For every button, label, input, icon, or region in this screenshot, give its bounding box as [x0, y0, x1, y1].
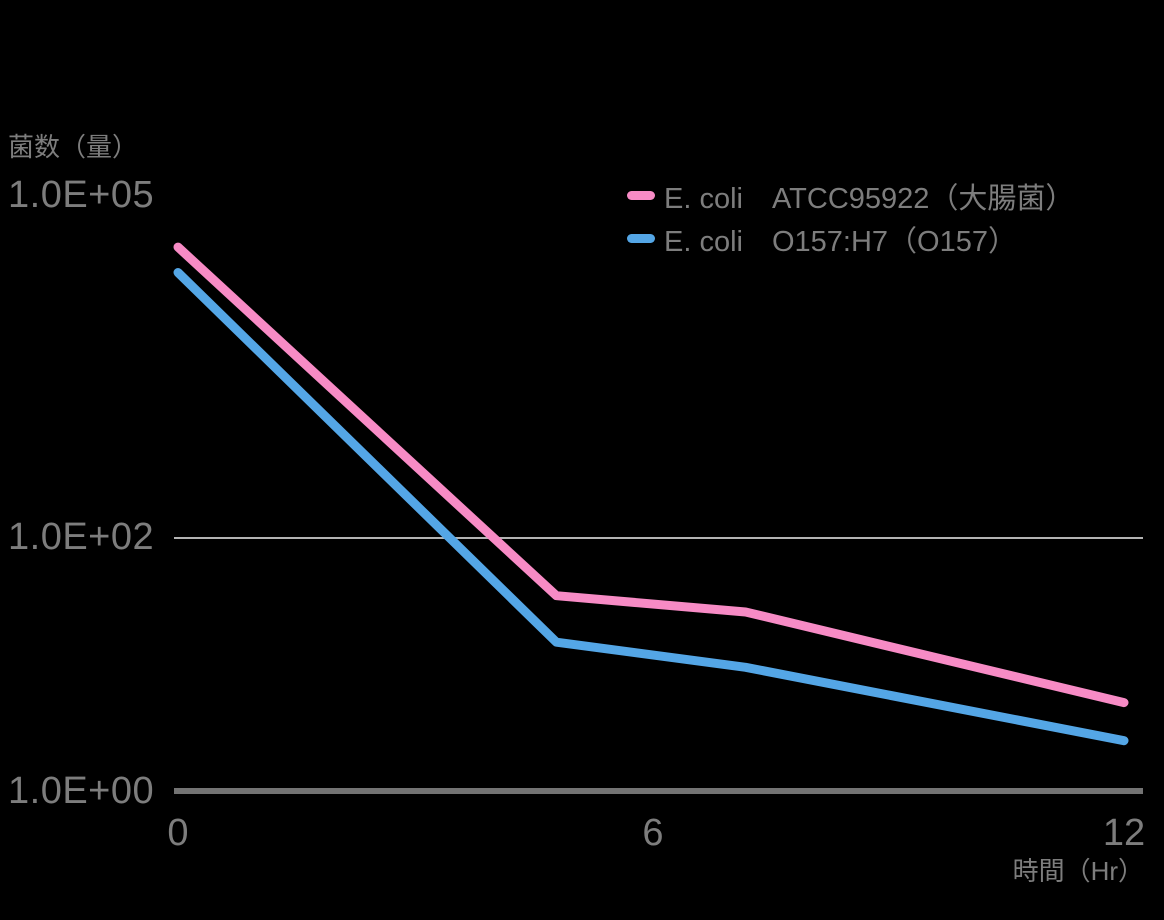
x-tick-label-6: 6 [642, 812, 664, 854]
y-tick-label-1e5: 1.0E+05 [8, 174, 155, 216]
legend-swatch-pink [627, 191, 655, 200]
x-tick-label-12: 12 [1102, 812, 1146, 854]
y-tick-label-1e0: 1.0E+00 [8, 770, 155, 812]
legend-swatch-blue [627, 234, 655, 243]
legend: E. coli ATCC95922（大腸菌） E. coli O157:H7（O… [627, 174, 1074, 260]
x-axis-title: 時間（Hr） [1012, 856, 1144, 886]
x-axis-line [174, 788, 1143, 794]
x-tick-label-0: 0 [167, 812, 189, 854]
y-axis-title: 菌数（量） [8, 132, 139, 162]
y-tick-label-1e2: 1.0E+02 [8, 516, 155, 558]
series-line-atcc95922 [173, 242, 1129, 708]
series-line-o157 [173, 268, 1129, 746]
legend-label: E. coli O157:H7（O157） [664, 225, 1017, 258]
gridline-1e2 [174, 537, 1143, 539]
legend-label: E. coli ATCC95922（大腸菌） [664, 182, 1075, 215]
legend-item-atcc95922: E. coli ATCC95922（大腸菌） [627, 174, 1074, 217]
legend-item-o157: E. coli O157:H7（O157） [627, 217, 1074, 260]
